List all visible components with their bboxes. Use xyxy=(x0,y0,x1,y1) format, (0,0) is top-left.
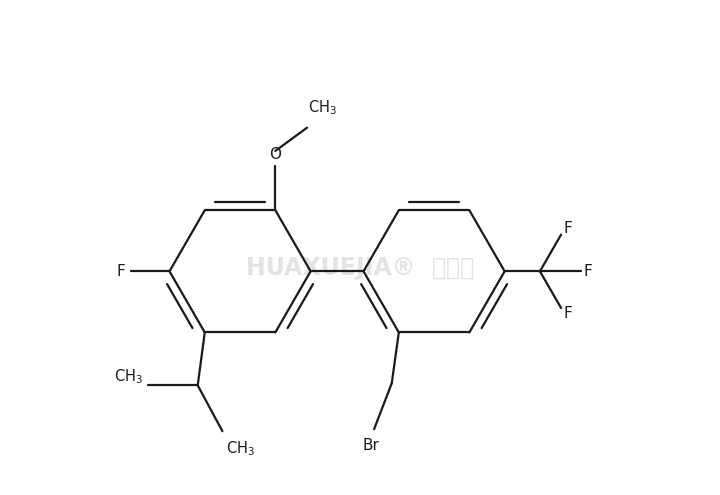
Text: F: F xyxy=(584,264,593,279)
Text: O: O xyxy=(269,147,282,161)
Text: Br: Br xyxy=(362,438,379,452)
Text: HUAXUEJIA®  化学加: HUAXUEJIA® 化学加 xyxy=(246,256,474,280)
Text: CH$_3$: CH$_3$ xyxy=(226,440,255,458)
Text: CH$_3$: CH$_3$ xyxy=(308,99,338,117)
Text: F: F xyxy=(563,306,572,321)
Text: CH$_3$: CH$_3$ xyxy=(114,367,143,386)
Text: F: F xyxy=(563,221,572,237)
Text: F: F xyxy=(117,264,125,279)
